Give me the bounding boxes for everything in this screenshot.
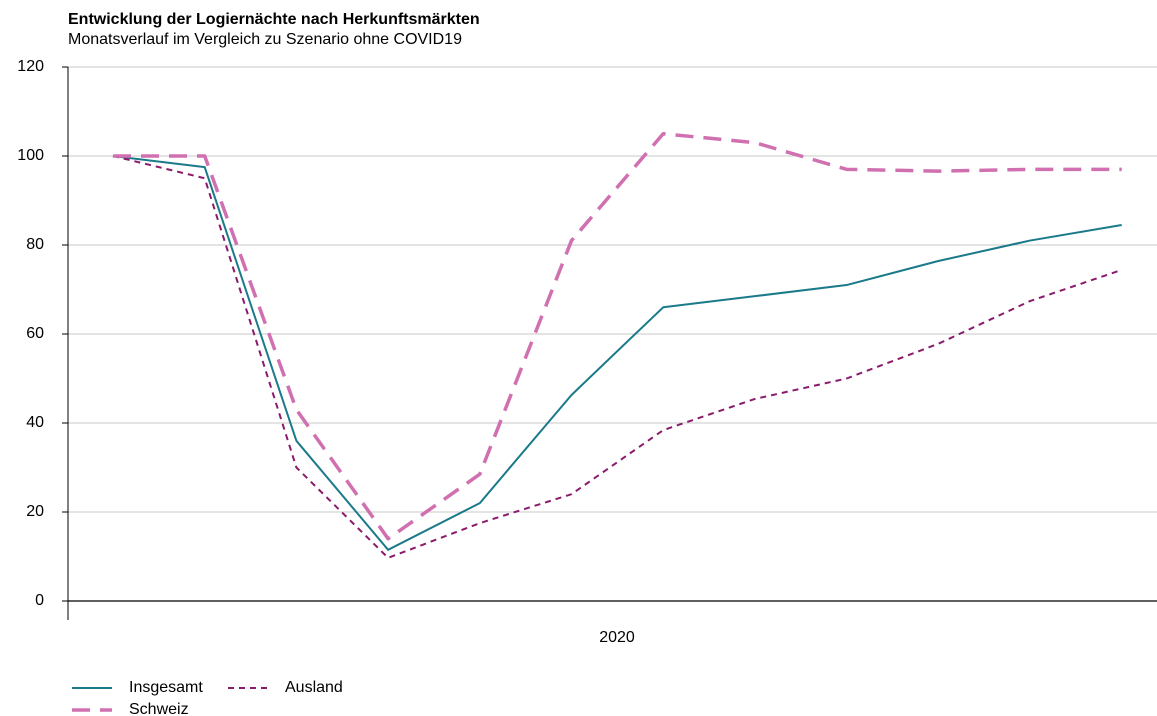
y-tick-label: 40 <box>26 414 44 431</box>
y-tick-label: 120 <box>17 58 44 75</box>
legend-label: Ausland <box>285 679 343 696</box>
series-line <box>112 155 1123 559</box>
y-tick-label: 0 <box>35 592 44 609</box>
chart-title: Entwicklung der Logiernächte nach Herkun… <box>68 11 480 28</box>
legend-label: Schweiz <box>129 701 189 716</box>
y-tick-label: 60 <box>26 325 44 342</box>
series-line <box>112 155 1122 551</box>
y-tick-label: 80 <box>26 236 44 253</box>
series-line <box>113 132 1122 541</box>
legend-label: Insgesamt <box>129 679 203 696</box>
chart-subtitle: Monatsverlauf im Vergleich zu Szenario o… <box>68 31 462 48</box>
y-tick-label: 20 <box>26 503 44 520</box>
y-tick-label: 100 <box>17 147 44 164</box>
x-group-label: 2020 <box>599 629 635 646</box>
